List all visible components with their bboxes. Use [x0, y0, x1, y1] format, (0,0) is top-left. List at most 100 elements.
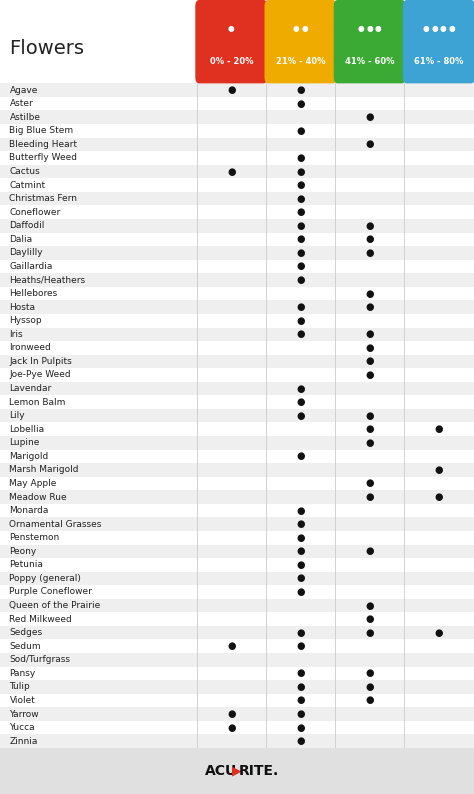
- Text: ●: ●: [296, 98, 305, 109]
- Text: May Apple: May Apple: [9, 479, 57, 488]
- Text: ●: ●: [365, 546, 374, 557]
- Text: Zinnia: Zinnia: [9, 737, 38, 746]
- Text: Heaths/Heathers: Heaths/Heathers: [9, 276, 86, 284]
- Text: ●: ●: [296, 85, 305, 95]
- Text: ●: ●: [296, 736, 305, 746]
- Text: ●: ●: [296, 153, 305, 163]
- Text: Lavendar: Lavendar: [9, 384, 52, 393]
- Text: Sod/Turfgrass: Sod/Turfgrass: [9, 655, 71, 665]
- Text: Ironweed: Ironweed: [9, 343, 51, 353]
- Text: ●: ●: [435, 465, 443, 475]
- Text: Jack In Pulpits: Jack In Pulpits: [9, 357, 72, 366]
- Text: ●: ●: [296, 560, 305, 570]
- Text: ●: ●: [227, 167, 236, 176]
- Text: Yarrow: Yarrow: [9, 710, 39, 719]
- Text: ●: ●: [296, 573, 305, 584]
- Text: Pansy: Pansy: [9, 669, 36, 678]
- Text: ●: ●: [365, 424, 374, 434]
- Text: ●: ●: [227, 723, 236, 733]
- Text: ●: ●: [296, 506, 305, 515]
- Text: Gaillardia: Gaillardia: [9, 262, 53, 271]
- Text: ●: ●: [365, 437, 374, 448]
- Text: Coneflower: Coneflower: [9, 208, 61, 217]
- Text: ●: ●: [296, 221, 305, 231]
- Text: Aster: Aster: [9, 99, 33, 108]
- Text: ●: ●: [296, 261, 305, 272]
- Text: Hosta: Hosta: [9, 303, 36, 312]
- Text: 61% - 80%: 61% - 80%: [414, 57, 464, 66]
- Text: ●: ●: [365, 370, 374, 380]
- Text: ●: ●: [296, 628, 305, 638]
- Text: ●: ●: [296, 303, 305, 312]
- Text: ●: ●: [296, 384, 305, 394]
- Text: ●: ●: [435, 492, 443, 502]
- Text: ●: ●: [358, 25, 365, 33]
- Text: Catmint: Catmint: [9, 180, 46, 190]
- Text: ●: ●: [296, 275, 305, 285]
- Text: ●: ●: [296, 330, 305, 339]
- Text: Red Milkweed: Red Milkweed: [9, 615, 72, 623]
- Text: RITE.: RITE.: [238, 764, 279, 778]
- Text: ACU: ACU: [205, 764, 237, 778]
- Text: Sedges: Sedges: [9, 628, 43, 637]
- Text: ●: ●: [301, 25, 308, 33]
- Text: ●: ●: [365, 628, 374, 638]
- Text: Marsh Marigold: Marsh Marigold: [9, 465, 79, 474]
- Text: ●: ●: [365, 614, 374, 624]
- Text: ●: ●: [296, 642, 305, 651]
- Text: Penstemon: Penstemon: [9, 534, 60, 542]
- Text: ●: ●: [296, 546, 305, 557]
- Text: Marigold: Marigold: [9, 452, 49, 461]
- Text: Lobellia: Lobellia: [9, 425, 45, 434]
- Text: ●: ●: [365, 248, 374, 258]
- Text: ●: ●: [365, 221, 374, 231]
- Text: Cactus: Cactus: [9, 167, 40, 176]
- Text: ●: ●: [440, 25, 447, 33]
- Text: ●: ●: [296, 533, 305, 543]
- Text: ●: ●: [365, 234, 374, 245]
- Text: Poppy (general): Poppy (general): [9, 574, 82, 583]
- Text: Butterfly Weed: Butterfly Weed: [9, 153, 77, 163]
- Text: ●: ●: [296, 587, 305, 597]
- Text: Lupine: Lupine: [9, 438, 40, 447]
- Text: ●: ●: [365, 600, 374, 611]
- Text: ●: ●: [296, 125, 305, 136]
- Text: Peony: Peony: [9, 547, 36, 556]
- Text: ●: ●: [296, 248, 305, 258]
- Text: Astilbe: Astilbe: [9, 113, 40, 121]
- Text: ●: ●: [435, 424, 443, 434]
- Text: ●: ●: [228, 25, 235, 33]
- Text: Daffodil: Daffodil: [9, 222, 45, 230]
- Text: Lemon Balm: Lemon Balm: [9, 398, 66, 407]
- Text: ▶: ▶: [232, 765, 242, 777]
- Text: ●: ●: [375, 25, 382, 33]
- Text: 0% - 20%: 0% - 20%: [210, 57, 253, 66]
- Text: ●: ●: [296, 180, 305, 190]
- Text: Daylilly: Daylilly: [9, 249, 43, 257]
- Text: ●: ●: [296, 709, 305, 719]
- Text: ●: ●: [365, 696, 374, 706]
- Text: ●: ●: [227, 85, 236, 95]
- Text: ●: ●: [365, 343, 374, 353]
- Text: ●: ●: [296, 410, 305, 421]
- Text: ●: ●: [365, 303, 374, 312]
- Text: ●: ●: [365, 330, 374, 339]
- Text: Tulip: Tulip: [9, 682, 30, 692]
- Text: ●: ●: [227, 642, 236, 651]
- Text: Christmas Fern: Christmas Fern: [9, 195, 77, 203]
- Text: Hellebores: Hellebores: [9, 289, 58, 298]
- Text: Hyssop: Hyssop: [9, 316, 42, 326]
- Text: Joe-Pye Weed: Joe-Pye Weed: [9, 371, 71, 380]
- Text: ●: ●: [296, 451, 305, 461]
- Text: ●: ●: [366, 25, 373, 33]
- Text: Dalia: Dalia: [9, 235, 33, 244]
- Text: ●: ●: [296, 316, 305, 326]
- Text: ●: ●: [296, 723, 305, 733]
- Text: ●: ●: [365, 410, 374, 421]
- Text: Petunia: Petunia: [9, 561, 43, 569]
- Text: ●: ●: [365, 669, 374, 678]
- Text: ●: ●: [296, 696, 305, 706]
- Text: Ornamental Grasses: Ornamental Grasses: [9, 519, 102, 529]
- Text: Yucca: Yucca: [9, 723, 35, 732]
- Text: ●: ●: [365, 479, 374, 488]
